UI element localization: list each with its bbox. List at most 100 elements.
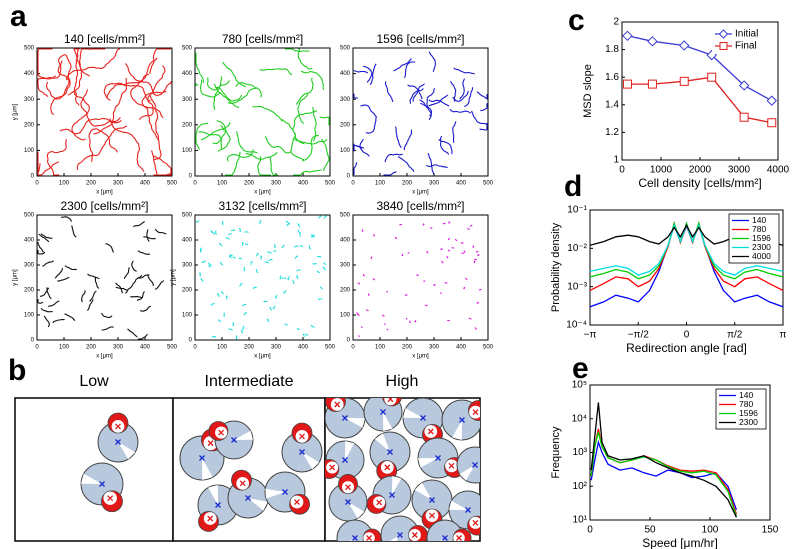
y-tick-label: 500 <box>340 46 351 52</box>
cell-notch <box>302 452 320 470</box>
y-tick-label: 300 <box>182 97 193 103</box>
trajectory <box>428 99 450 107</box>
trajectory <box>474 258 477 261</box>
legend-label: 4000 <box>752 251 771 261</box>
y-axis-label: Frequency <box>550 426 562 478</box>
y-tick-label: 300 <box>182 263 193 269</box>
trajectory <box>295 77 314 105</box>
cell-marker <box>380 409 386 415</box>
x-tick-label: 0 <box>619 165 625 176</box>
trajectory <box>405 317 408 320</box>
trajectory <box>358 335 360 338</box>
trajectory <box>281 244 285 249</box>
trajectory <box>211 336 217 338</box>
trajectory <box>362 273 365 277</box>
y-tick-label: 200 <box>24 288 35 294</box>
trajectory <box>269 306 273 311</box>
trajectory <box>200 277 204 282</box>
trajectory <box>243 267 246 272</box>
y-tick-label: 200 <box>182 122 193 128</box>
y-tick-label: 200 <box>182 288 193 294</box>
trajectory <box>423 280 426 283</box>
cell-marker <box>427 428 434 435</box>
trajectory <box>297 93 309 124</box>
trajectory <box>79 48 106 77</box>
legend-label: Initial <box>735 29 758 40</box>
cell-marker <box>411 532 418 538</box>
trajectory <box>461 252 465 255</box>
x-tick-label: −π/2 <box>628 330 650 341</box>
cell-front-inner <box>453 532 465 541</box>
trajectory <box>296 274 299 280</box>
trajectory <box>238 227 242 233</box>
trajectory <box>323 262 327 266</box>
trajectory <box>444 282 448 284</box>
y-tick-label: 2 <box>613 17 619 28</box>
x-tick-label: 0 <box>351 345 355 351</box>
trajectory <box>235 335 238 340</box>
trajectory <box>453 67 475 75</box>
cell-marker <box>352 535 358 541</box>
trajectory <box>439 248 443 251</box>
x-tick-label: 400 <box>140 345 151 351</box>
cell-notch <box>449 500 468 510</box>
trajectory <box>137 333 148 340</box>
x-tick-label: 2000 <box>689 165 712 176</box>
trajectory <box>426 87 436 108</box>
trajectory <box>143 236 156 240</box>
x-tick-label: 50 <box>644 525 656 536</box>
trajectory <box>147 274 154 286</box>
x-tick-label: 200 <box>402 181 413 187</box>
x-axis-label: Cell density [cells/mm²] <box>638 176 761 190</box>
trajectory <box>244 231 249 233</box>
y-tick-label: 500 <box>24 213 35 219</box>
trajectory <box>409 88 424 104</box>
x-tick-label: 300 <box>113 345 124 351</box>
trajectory <box>212 120 227 145</box>
trajectory <box>57 276 70 282</box>
trajectory <box>255 268 259 274</box>
trajectory <box>427 152 435 175</box>
cell-front <box>483 456 501 474</box>
y-axis-label: Probability density <box>550 222 562 312</box>
trajectory <box>238 257 243 260</box>
trajectory <box>194 219 200 223</box>
trajectory <box>472 245 475 248</box>
trajectory <box>87 273 100 280</box>
chart: 0 50 100 150 10¹ 10² 10³ 10⁴ 10⁵ Speed [μm/hr] Fre… <box>550 380 779 549</box>
trajectory <box>195 52 205 84</box>
trajectory <box>123 267 130 280</box>
trajectory <box>394 236 398 240</box>
trajectory <box>438 138 453 155</box>
trajectory <box>228 328 233 331</box>
trajectory <box>239 282 243 287</box>
trajectory <box>64 313 76 321</box>
trajectory <box>230 229 236 232</box>
trajectory <box>37 54 66 98</box>
trajectory <box>381 314 385 317</box>
cell-notch <box>383 412 393 431</box>
legend-label: 780 <box>739 399 753 409</box>
trajectory <box>446 255 449 259</box>
cell-marker <box>115 423 121 430</box>
trajectory <box>401 253 404 257</box>
cell-marker <box>329 464 336 471</box>
trajectory <box>459 78 466 100</box>
x-tick-label: 500 <box>325 345 336 351</box>
trajectory <box>442 222 446 225</box>
y-tick-label: 400 <box>340 238 351 244</box>
trajectory <box>296 269 301 272</box>
legend-label: Final <box>735 41 757 52</box>
trajectory <box>290 133 305 161</box>
trajectory <box>407 252 410 254</box>
y-tick-label: 10³ <box>573 447 588 458</box>
trajectory <box>219 261 224 266</box>
chart: 3840 [cells/mm²] 0 100 200 300 400 500 0 100 200 3… <box>340 199 494 359</box>
trajectory <box>403 129 413 151</box>
chart-title: 3132 [cells/mm²] <box>218 199 306 213</box>
trajectory <box>273 250 277 252</box>
x-tick-label: −π <box>584 330 597 341</box>
cell-marker <box>218 429 225 436</box>
panel-label: c <box>568 4 585 37</box>
trajectory <box>43 315 50 328</box>
